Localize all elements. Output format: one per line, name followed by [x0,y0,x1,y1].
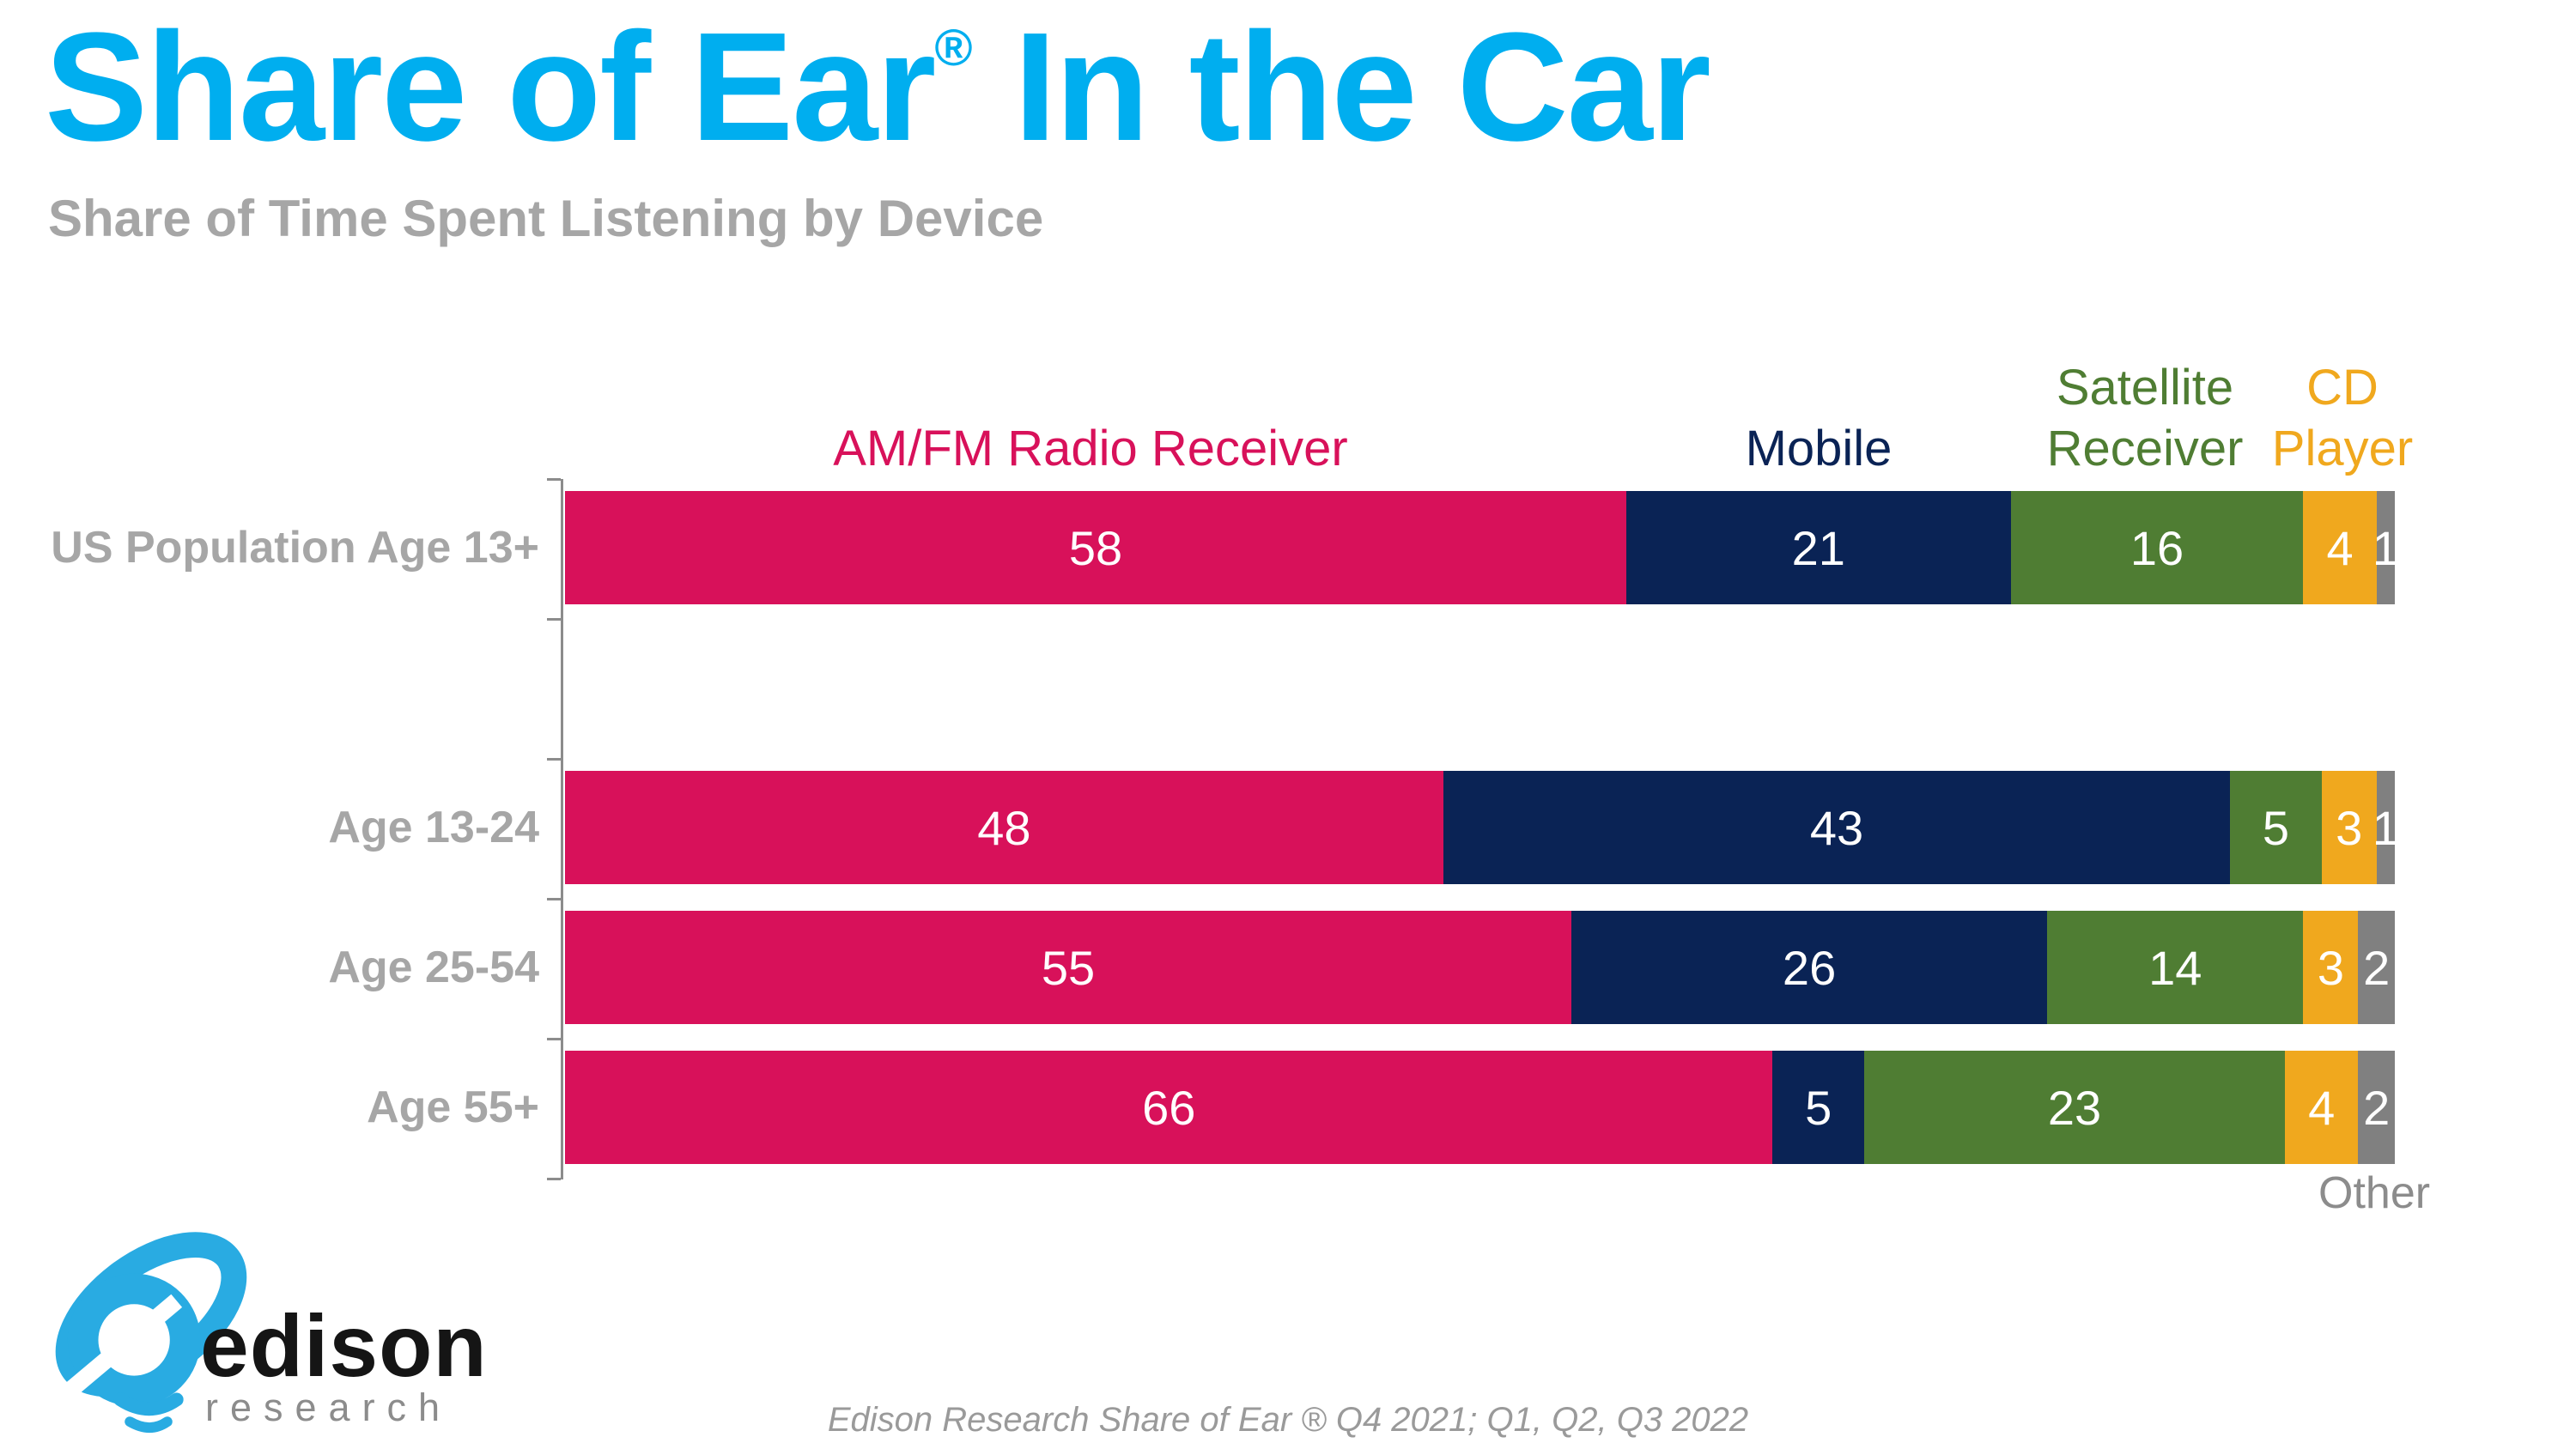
segment-value: 48 [977,800,1031,855]
axis-tick [547,1038,561,1040]
bar-segment: 55 [565,911,1572,1024]
edison-research-logo: edison research [47,1229,528,1449]
segment-value: 16 [2129,520,2184,575]
bar-segment: 14 [2047,911,2304,1024]
segment-value: 4 [2308,1080,2336,1135]
segment-value: 23 [2047,1080,2102,1135]
logo-wordmark: edison [200,1297,488,1395]
segment-value: 2 [2363,1080,2391,1135]
segment-value: 2 [2363,940,2391,995]
bar-row: 58 21 16 4 1 [565,491,2399,604]
bar-segment: 43 [1443,771,2231,884]
segment-value: 21 [1791,520,1845,575]
bar-segment: 3 [2303,911,2359,1024]
page-title: Share of Ear® In the Car [45,0,1711,215]
bar-segment: 48 [565,771,1443,884]
axis-tick [547,758,561,761]
segment-value: 58 [1068,520,1123,575]
y-axis-line [561,479,563,1179]
bar-segment: 5 [1772,1051,1864,1164]
subtitle: Share of Time Spent Listening by Device [48,190,1044,247]
logo-subtext: research [205,1385,453,1429]
bar-segment: 2 [2358,911,2396,1024]
bar-segment: 4 [2303,491,2377,604]
edison-logo-icon [53,1232,247,1434]
legend-label-cd-player: CD Player [2271,360,2414,476]
segment-value: 1 [2372,800,2399,855]
category-label: US Population Age 13+ [51,523,539,573]
segment-value: 5 [1805,1080,1832,1135]
segment-value: 55 [1041,940,1096,995]
bar-row: 66 5 23 4 2 [565,1051,2395,1164]
axis-tick [547,618,561,621]
bar-row: 48 43 5 3 1 [565,771,2399,884]
category-label: Age 55+ [367,1082,539,1132]
bar-segment: 5 [2230,771,2322,884]
axis-tick [547,898,561,900]
bar-segment: 3 [2321,771,2377,884]
category-label: Age 13-24 [328,803,539,852]
axis-tick [547,1178,561,1180]
bar-segment: 21 [1625,491,2011,604]
bar-segment: 23 [1864,1051,2286,1164]
segment-value: 4 [2326,520,2354,575]
segment-value: 3 [2336,800,2363,855]
bar-segment: 1 [2372,491,2399,604]
segment-value: 5 [2262,800,2290,855]
bar-row: 55 26 14 3 2 [565,911,2396,1024]
legend-label-amfm-radio: AM/FM Radio Receiver [833,421,1348,476]
segment-value: 66 [1142,1080,1196,1135]
bar-segment: 26 [1571,911,2048,1024]
legend-label-mobile: Mobile [1745,421,1893,476]
bar-segment: 16 [2010,491,2304,604]
legend-label-other: Other [2318,1168,2431,1218]
segment-value: 1 [2372,520,2399,575]
segment-value: 3 [2317,940,2344,995]
legend-label-satellite-receiver: Satellite Receiver [2046,360,2244,476]
title-rest: In the Car [972,1,1711,173]
bar-segment: 1 [2372,771,2399,884]
bar-segment: 4 [2285,1051,2359,1164]
registered-trademark-symbol: ® [934,19,973,76]
source-citation: Edison Research Share of Ear ® Q4 2021; … [827,1401,1749,1439]
axis-tick [547,478,561,481]
bar-segment: 66 [565,1051,1773,1164]
category-label: Age 25-54 [328,943,539,992]
segment-value: 14 [2148,940,2202,995]
bar-segment: 58 [565,491,1626,604]
bar-segment: 2 [2358,1051,2395,1164]
segment-value: 43 [1809,800,1864,855]
segment-value: 26 [1782,940,1837,995]
title-main: Share of Ear [45,1,936,173]
